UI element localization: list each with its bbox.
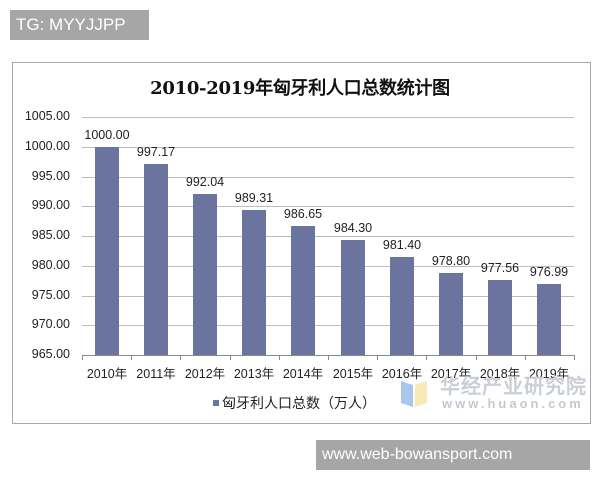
bar-value-label: 977.56	[480, 261, 520, 275]
x-tick-mark	[525, 355, 526, 360]
gridline	[82, 147, 574, 148]
legend-swatch-icon	[213, 400, 219, 406]
x-tick-label: 2013年	[233, 367, 275, 381]
legend-label: 匈牙利人口总数（万人）	[222, 395, 376, 411]
gridline	[82, 206, 574, 207]
y-tick-label: 985.00	[31, 228, 70, 242]
bar-value-label: 976.99	[529, 265, 569, 279]
bar	[95, 147, 119, 355]
x-tick-label: 2018年	[479, 367, 521, 381]
top-watermark-tag: TG: MYYJJPP	[10, 10, 149, 40]
gridline	[82, 266, 574, 267]
x-tick-mark	[82, 355, 83, 360]
y-tick-label: 980.00	[31, 258, 70, 272]
bar	[439, 273, 463, 355]
x-tick-mark	[426, 355, 427, 360]
bar-value-label: 992.04	[185, 175, 225, 189]
chart-legend: 匈牙利人口总数（万人）	[213, 393, 376, 413]
bar-value-label: 997.17	[136, 145, 176, 159]
x-tick-label: 2010年	[86, 367, 128, 381]
bar-value-label: 981.40	[382, 238, 422, 252]
bar	[242, 210, 266, 355]
gridline	[82, 117, 574, 118]
chart-title: 2010-2019年匈牙利人口总数统计图	[150, 78, 450, 99]
gridline	[82, 177, 574, 178]
x-tick-label: 2011年	[136, 367, 176, 381]
x-tick-mark	[230, 355, 231, 360]
bar	[144, 164, 168, 355]
x-tick-mark	[476, 355, 477, 360]
x-tick-mark	[574, 355, 575, 360]
x-tick-label: 2017年	[430, 367, 472, 381]
bar	[291, 226, 315, 355]
bar	[390, 257, 414, 355]
bar	[488, 280, 512, 355]
x-tick-label: 2014年	[282, 367, 324, 381]
x-tick-label: 2015年	[332, 367, 374, 381]
x-tick-mark	[377, 355, 378, 360]
y-tick-label: 990.00	[31, 198, 70, 212]
x-tick-mark	[131, 355, 132, 360]
bar-value-label: 1000.00	[84, 128, 130, 142]
y-tick-label: 975.00	[31, 288, 70, 302]
y-tick-label: 1000.00	[24, 139, 70, 153]
bar-value-label: 984.30	[333, 221, 373, 235]
y-tick-label: 970.00	[31, 317, 70, 331]
bar	[193, 194, 217, 355]
bar-value-label: 978.80	[431, 254, 471, 268]
y-tick-label: 1005.00	[24, 109, 70, 123]
bottom-watermark-tag: www.web-bowansport.com	[316, 440, 590, 470]
bar-value-label: 986.65	[283, 207, 323, 221]
gridline	[82, 236, 574, 237]
x-tick-label: 2016年	[381, 367, 423, 381]
watermark-en: www.huaon.com	[442, 396, 584, 411]
huaon-logo-icon	[401, 381, 427, 407]
bar	[537, 284, 561, 355]
x-tick-label: 2012年	[184, 367, 226, 381]
watermark-cn: 华经产业研究院	[440, 376, 587, 398]
y-tick-label: 995.00	[31, 169, 70, 183]
x-tick-label: 2019年	[528, 367, 570, 381]
x-tick-mark	[180, 355, 181, 360]
bar	[341, 240, 365, 355]
gridline	[82, 325, 574, 326]
y-tick-label: 965.00	[31, 347, 70, 361]
x-tick-mark	[328, 355, 329, 360]
gridline	[82, 296, 574, 297]
x-tick-mark	[279, 355, 280, 360]
bar-value-label: 989.31	[234, 191, 274, 205]
